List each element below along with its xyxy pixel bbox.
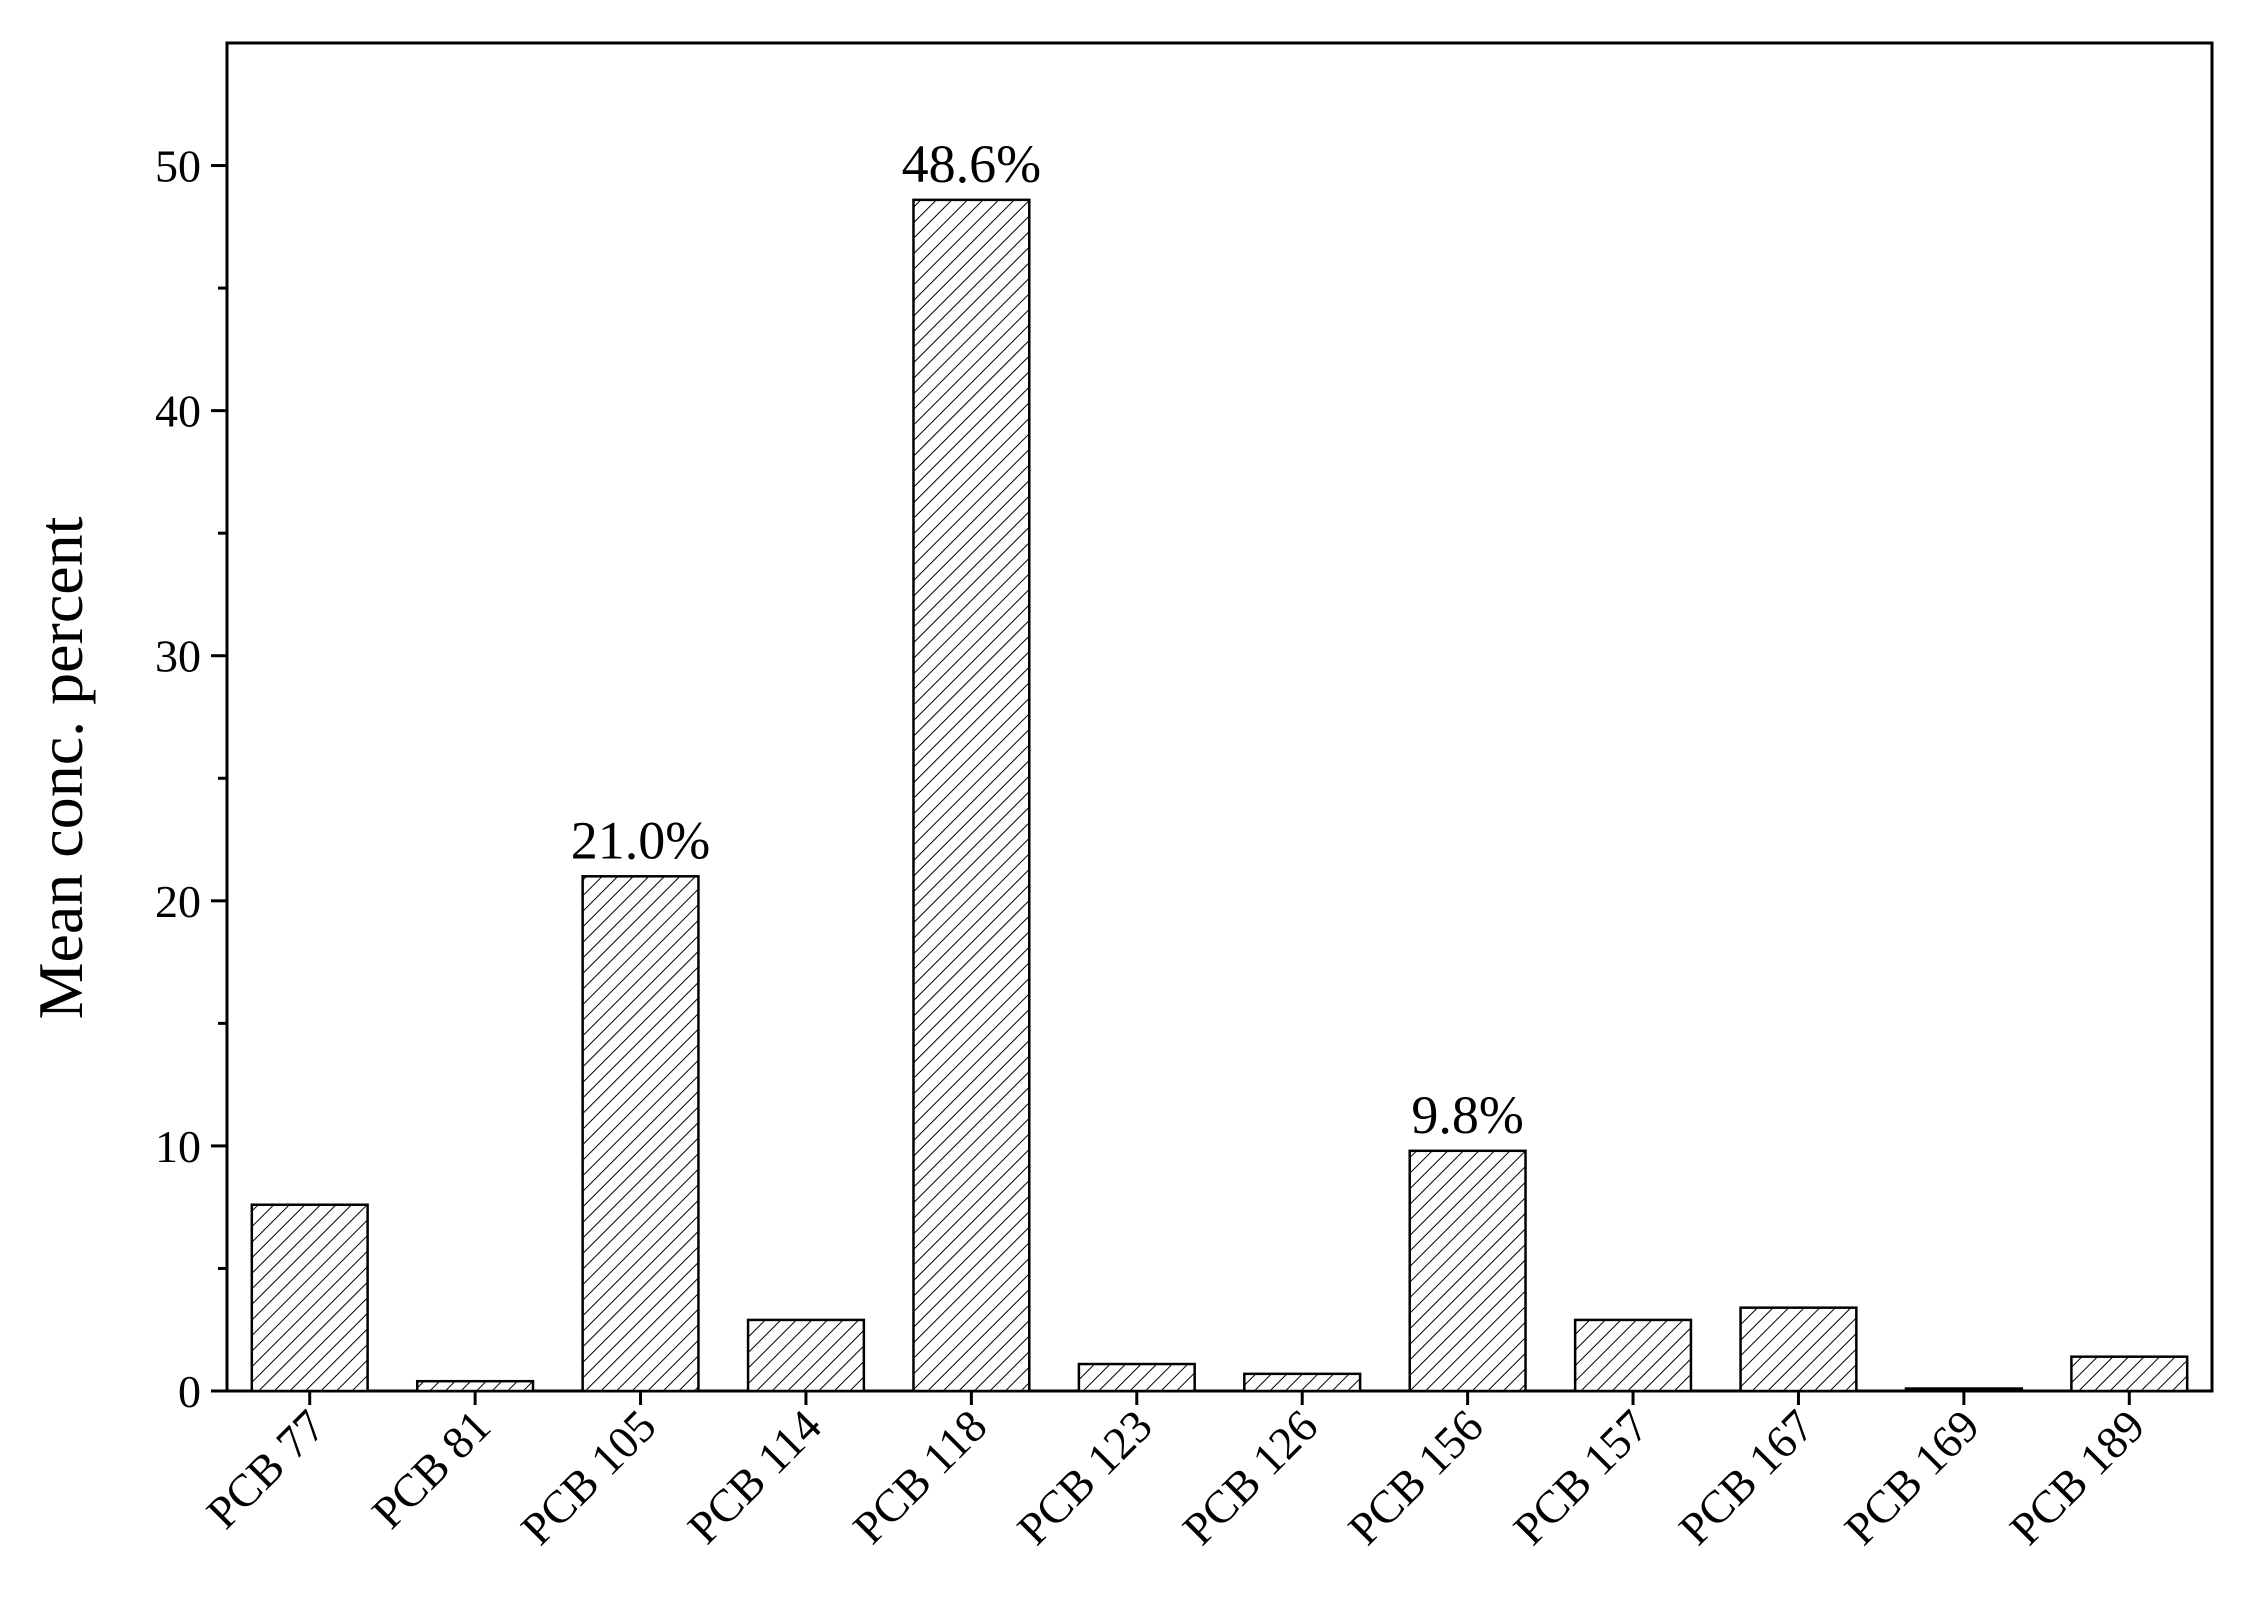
- x-tick-label: PCB 189: [2000, 1400, 2154, 1554]
- x-tick-label: PCB 157: [1504, 1400, 1658, 1554]
- bar: [912, 198, 1031, 1393]
- y-tick-label: 20: [155, 876, 201, 927]
- x-tick-label: PCB 81: [362, 1400, 500, 1538]
- y-tick-label: 50: [155, 141, 201, 192]
- y-tick-label: 30: [155, 631, 201, 682]
- bar: [1739, 1306, 1858, 1393]
- bar: [1077, 1362, 1196, 1393]
- x-tick-label: PCB 118: [843, 1400, 996, 1553]
- y-axis-label: Mean conc. percent: [25, 516, 96, 1019]
- bar: [250, 1203, 369, 1393]
- x-tick-label: PCB 105: [511, 1400, 665, 1554]
- y-tick-label: 0: [178, 1366, 201, 1417]
- bar: [1408, 1149, 1527, 1393]
- bar: [1243, 1372, 1362, 1393]
- value-label: 9.8%: [1411, 1085, 1523, 1145]
- x-tick-label: PCB 156: [1338, 1400, 1492, 1554]
- bar: [2070, 1355, 2189, 1393]
- x-tick-label: PCB 77: [197, 1400, 335, 1538]
- x-tick-label: PCB 114: [678, 1400, 831, 1553]
- value-label: 21.0%: [571, 810, 710, 870]
- bar: [1904, 1387, 2024, 1393]
- y-tick-label: 40: [155, 386, 201, 437]
- y-tick-label: 10: [155, 1121, 201, 1172]
- plot-frame: [225, 41, 2214, 1393]
- x-tick-label: PCB 167: [1669, 1400, 1823, 1554]
- bar: [1573, 1318, 1693, 1393]
- value-label: 48.6%: [902, 134, 1041, 194]
- bar: [581, 875, 700, 1393]
- x-tick-label: PCB 169: [1834, 1400, 1988, 1554]
- bar: [746, 1318, 866, 1393]
- x-tick-label: PCB 123: [1007, 1400, 1161, 1554]
- bar: [415, 1379, 535, 1393]
- x-tick-label: PCB 126: [1173, 1400, 1327, 1554]
